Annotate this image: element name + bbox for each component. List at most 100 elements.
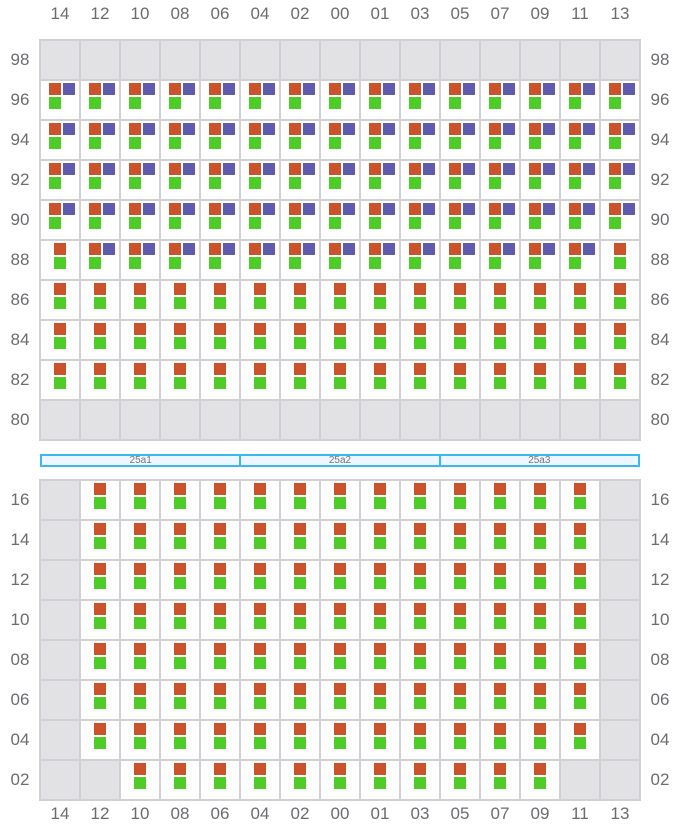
seat-cell-96-12[interactable] — [81, 81, 119, 119]
seat-cell-08-02[interactable] — [281, 641, 319, 679]
seat-cell-04-12[interactable] — [81, 721, 119, 759]
seat-cell-82-06[interactable] — [201, 361, 239, 399]
seat-cell-12-07[interactable] — [481, 561, 519, 599]
seat-cell-84-01[interactable] — [361, 321, 399, 359]
seat-cell-82-02[interactable] — [281, 361, 319, 399]
seat-cell-10-11[interactable] — [561, 601, 599, 639]
seat-cell-88-13[interactable] — [601, 241, 639, 279]
seat-cell-92-10[interactable] — [121, 161, 159, 199]
seat-cell-16-04[interactable] — [241, 481, 279, 519]
seat-cell-96-10[interactable] — [121, 81, 159, 119]
seat-cell-84-04[interactable] — [241, 321, 279, 359]
seat-cell-02-00[interactable] — [321, 761, 359, 799]
seat-cell-04-04[interactable] — [241, 721, 279, 759]
seat-cell-04-09[interactable] — [521, 721, 559, 759]
seat-cell-10-06[interactable] — [201, 601, 239, 639]
seat-cell-84-06[interactable] — [201, 321, 239, 359]
seat-cell-94-13[interactable] — [601, 121, 639, 159]
seat-cell-96-05[interactable] — [441, 81, 479, 119]
seat-cell-86-04[interactable] — [241, 281, 279, 319]
seat-cell-06-09[interactable] — [521, 681, 559, 719]
seat-cell-88-08[interactable] — [161, 241, 199, 279]
seat-cell-02-10[interactable] — [121, 761, 159, 799]
seat-cell-02-06[interactable] — [201, 761, 239, 799]
seat-cell-84-07[interactable] — [481, 321, 519, 359]
seat-cell-14-10[interactable] — [121, 521, 159, 559]
seat-cell-06-11[interactable] — [561, 681, 599, 719]
seat-cell-94-11[interactable] — [561, 121, 599, 159]
banner-segment-25a3[interactable]: 25a3 — [438, 454, 640, 467]
seat-cell-86-07[interactable] — [481, 281, 519, 319]
seat-cell-88-11[interactable] — [561, 241, 599, 279]
seat-cell-02-02[interactable] — [281, 761, 319, 799]
seat-cell-96-06[interactable] — [201, 81, 239, 119]
seat-cell-92-02[interactable] — [281, 161, 319, 199]
seat-cell-88-00[interactable] — [321, 241, 359, 279]
seat-cell-84-09[interactable] — [521, 321, 559, 359]
seat-cell-16-03[interactable] — [401, 481, 439, 519]
seat-cell-88-06[interactable] — [201, 241, 239, 279]
seat-cell-86-10[interactable] — [121, 281, 159, 319]
seat-cell-94-02[interactable] — [281, 121, 319, 159]
seat-cell-10-12[interactable] — [81, 601, 119, 639]
seat-cell-08-12[interactable] — [81, 641, 119, 679]
seat-cell-88-09[interactable] — [521, 241, 559, 279]
seat-cell-82-01[interactable] — [361, 361, 399, 399]
seat-cell-86-13[interactable] — [601, 281, 639, 319]
seat-cell-08-03[interactable] — [401, 641, 439, 679]
seat-cell-84-10[interactable] — [121, 321, 159, 359]
seat-cell-12-08[interactable] — [161, 561, 199, 599]
banner-segment-25a1[interactable]: 25a1 — [40, 454, 242, 467]
seat-cell-96-01[interactable] — [361, 81, 399, 119]
seat-cell-16-09[interactable] — [521, 481, 559, 519]
seat-cell-16-11[interactable] — [561, 481, 599, 519]
seat-cell-96-13[interactable] — [601, 81, 639, 119]
seat-cell-86-02[interactable] — [281, 281, 319, 319]
seat-cell-14-05[interactable] — [441, 521, 479, 559]
seat-cell-90-00[interactable] — [321, 201, 359, 239]
seat-cell-96-14[interactable] — [41, 81, 79, 119]
seat-cell-92-12[interactable] — [81, 161, 119, 199]
seat-cell-14-09[interactable] — [521, 521, 559, 559]
seat-cell-02-04[interactable] — [241, 761, 279, 799]
seat-cell-14-04[interactable] — [241, 521, 279, 559]
seat-cell-82-04[interactable] — [241, 361, 279, 399]
seat-cell-08-09[interactable] — [521, 641, 559, 679]
seat-cell-88-07[interactable] — [481, 241, 519, 279]
seat-cell-82-14[interactable] — [41, 361, 79, 399]
seat-cell-88-03[interactable] — [401, 241, 439, 279]
seat-cell-90-08[interactable] — [161, 201, 199, 239]
seat-cell-16-01[interactable] — [361, 481, 399, 519]
seat-cell-06-01[interactable] — [361, 681, 399, 719]
seat-cell-10-05[interactable] — [441, 601, 479, 639]
seat-cell-04-03[interactable] — [401, 721, 439, 759]
seat-cell-94-14[interactable] — [41, 121, 79, 159]
seat-cell-92-04[interactable] — [241, 161, 279, 199]
seat-cell-86-03[interactable] — [401, 281, 439, 319]
seat-cell-92-06[interactable] — [201, 161, 239, 199]
seat-cell-82-13[interactable] — [601, 361, 639, 399]
seat-cell-06-03[interactable] — [401, 681, 439, 719]
seat-cell-06-05[interactable] — [441, 681, 479, 719]
seat-cell-02-01[interactable] — [361, 761, 399, 799]
seat-cell-94-01[interactable] — [361, 121, 399, 159]
seat-cell-90-13[interactable] — [601, 201, 639, 239]
seat-cell-94-07[interactable] — [481, 121, 519, 159]
seat-cell-82-09[interactable] — [521, 361, 559, 399]
seat-cell-86-00[interactable] — [321, 281, 359, 319]
seat-cell-14-00[interactable] — [321, 521, 359, 559]
seat-cell-82-05[interactable] — [441, 361, 479, 399]
seat-cell-02-07[interactable] — [481, 761, 519, 799]
seat-cell-14-08[interactable] — [161, 521, 199, 559]
seat-cell-90-09[interactable] — [521, 201, 559, 239]
seat-cell-12-01[interactable] — [361, 561, 399, 599]
seat-cell-04-11[interactable] — [561, 721, 599, 759]
seat-cell-10-08[interactable] — [161, 601, 199, 639]
seat-cell-16-05[interactable] — [441, 481, 479, 519]
seat-cell-08-08[interactable] — [161, 641, 199, 679]
seat-cell-06-04[interactable] — [241, 681, 279, 719]
seat-cell-96-00[interactable] — [321, 81, 359, 119]
seat-cell-14-12[interactable] — [81, 521, 119, 559]
seat-cell-86-08[interactable] — [161, 281, 199, 319]
seat-cell-96-11[interactable] — [561, 81, 599, 119]
